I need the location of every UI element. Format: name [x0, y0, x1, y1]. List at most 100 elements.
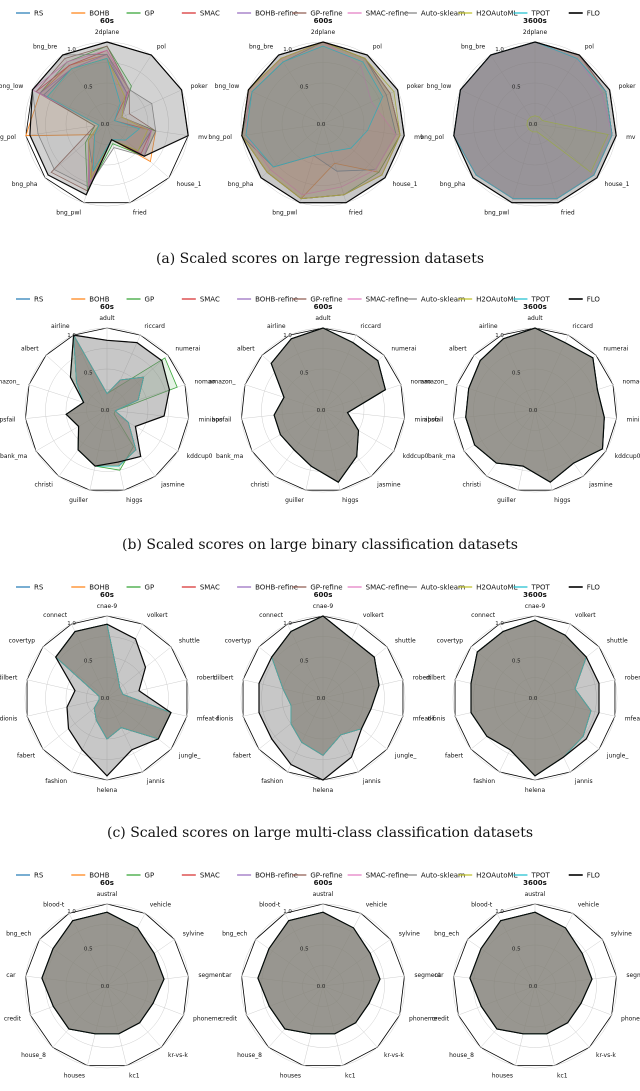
radar-panel-600s: 600s 0.0 0.5 1.0 adult riccard numerai nomao min…: [209, 303, 439, 504]
grid-spoke: [89, 409, 108, 491]
grid-spoke: [515, 985, 536, 1066]
grid-spoke: [322, 624, 359, 699]
axis-label-kr-vs-k: kr-vs-k: [384, 1052, 404, 1059]
axis-label-covertyp: covertyp: [9, 638, 36, 645]
axis-label-dionis: dionis: [428, 715, 446, 722]
grid-spoke: [106, 985, 162, 1048]
legend-item-tpot: TPOT: [513, 296, 550, 304]
legend-label: TPOT: [530, 296, 550, 304]
axis-label-pol: pol: [373, 44, 382, 51]
axis-label-apsfail: apsfail: [424, 417, 444, 424]
grid-spoke: [511, 123, 536, 203]
grid-spoke: [534, 939, 603, 987]
panel-title: 3600s: [523, 303, 547, 311]
legend-label: SMAC: [200, 584, 220, 592]
legend-item-h2oautoml: H2OAutoML: [458, 872, 518, 880]
axis-label-poker: poker: [619, 83, 636, 90]
axis-label-jannis: jannis: [146, 778, 165, 785]
axis-label-bng-pol: bng_pol: [420, 134, 444, 141]
grid-spoke: [284, 913, 324, 987]
legend: RS BOHB GP SMAC BOHB-refine GP-refine SMAC-ref…: [16, 872, 600, 880]
tick-label: 0.0: [317, 984, 326, 990]
axis-label-vehicle: vehicle: [150, 902, 172, 909]
grid-spoke: [274, 409, 324, 477]
grid-spoke: [499, 624, 536, 699]
grid-spoke: [322, 409, 405, 419]
axis-label-fashion: fashion: [261, 778, 283, 785]
legend-label: Auto-sklearn: [421, 872, 465, 880]
grid-spoke: [496, 913, 536, 987]
axis-label-bng-bre: bng_bre: [461, 44, 486, 51]
legend-item-h2oautoml: H2OAutoML: [458, 296, 518, 304]
axis-label-nomao: nomao: [194, 379, 215, 386]
axis-label-fabert: fabert: [17, 752, 36, 759]
grid-spoke: [241, 409, 324, 419]
radar-panel-3600s: 3600s 0.0 0.5 1.0 2dplane pol poker mv house_1fr…: [420, 17, 636, 216]
axis-label-bng-low: bng_low: [427, 83, 452, 90]
axis-label-kc1: kc1: [129, 1072, 140, 1079]
axis-label-helena: helena: [97, 787, 118, 794]
axis-label-car: car: [434, 972, 444, 979]
axis-label-jannis: jannis: [362, 778, 381, 785]
axis-label-numerai: numerai: [391, 345, 416, 352]
grid-spoke: [480, 985, 536, 1048]
axis-label-fried: fried: [133, 209, 147, 216]
legend-item-flo: FLO: [568, 10, 600, 18]
series-flo: [270, 327, 387, 483]
legend-label: BOHB-refine: [255, 10, 298, 18]
grid-spoke: [322, 384, 402, 411]
legend-item-bohb: BOHB: [71, 584, 110, 592]
grid-spoke: [106, 409, 125, 491]
radar-panel-600s: 600s 0.0 0.5 1.0 austral vehicle sylvine segmen…: [220, 879, 441, 1079]
axis-label-bng-pwl: bng_pwl: [56, 209, 81, 216]
axis-label-albert: albert: [449, 345, 467, 352]
grid-spoke: [52, 985, 108, 1048]
axis-label-numerai: numerai: [175, 345, 200, 352]
axis-label-shuttle: shuttle: [179, 638, 200, 645]
axis-label-robert: robert: [625, 675, 640, 682]
tick-label: 0.0: [101, 408, 110, 414]
grid-spoke: [322, 985, 400, 1016]
series-h2oautoml: [241, 41, 401, 200]
tick-label: 0.5: [300, 85, 309, 91]
axis-label-fabert: fabert: [445, 752, 464, 759]
grid-spoke: [278, 54, 324, 125]
axis-label-bng-pha: bng_pha: [12, 181, 38, 188]
axis-label-covertyp: covertyp: [225, 638, 252, 645]
axis-label-sylvine: sylvine: [611, 931, 632, 938]
axis-label-higgs: higgs: [342, 497, 358, 504]
tick-label: 1.0: [67, 47, 76, 53]
grid-spoke: [534, 54, 580, 125]
panel-title: 3600s: [523, 879, 547, 887]
tick-label: 0.5: [84, 947, 93, 953]
legend-item-bohb: BOHB: [71, 296, 110, 304]
legend-label: RS: [34, 584, 44, 592]
grid-spoke: [534, 334, 569, 411]
series-smac-refine: [31, 49, 153, 188]
grid-spoke: [106, 409, 189, 419]
legend-label: SMAC: [200, 296, 220, 304]
legend-item-gp-refine: GP-refine: [292, 296, 343, 304]
axis-label-dilbert: dilbert: [426, 675, 446, 682]
panel-title: 60s: [100, 879, 114, 887]
legend-label: Auto-sklearn: [421, 296, 465, 304]
grid-spoke: [322, 89, 398, 125]
legend-label: BOHB-refine: [255, 296, 298, 304]
axis-label-christi: christi: [35, 481, 54, 488]
grid-spoke: [305, 409, 324, 491]
axis-label-house-1: house_1: [177, 181, 202, 188]
axis-label-adult: adult: [99, 315, 115, 322]
grid-spoke: [455, 697, 536, 717]
axis-label-bng-pha: bng_pha: [228, 181, 254, 188]
axis-label-shuttle: shuttle: [607, 638, 628, 645]
tick-label: 0.5: [300, 371, 309, 377]
axis-label-cnae-9: cnae-9: [525, 603, 546, 610]
axis-label-cnae-9: cnae-9: [313, 603, 334, 610]
grid-spoke: [534, 646, 600, 699]
legend-item-gp: GP: [126, 10, 154, 18]
axis-label-bng-bre: bng_bre: [33, 44, 58, 51]
axis-label-poker: poker: [191, 83, 208, 90]
axis-label-numerai: numerai: [603, 345, 628, 352]
figure-caption: (c) Scaled scores on large multi-class c…: [107, 825, 533, 841]
axis-label-house-1: house_1: [393, 181, 418, 188]
